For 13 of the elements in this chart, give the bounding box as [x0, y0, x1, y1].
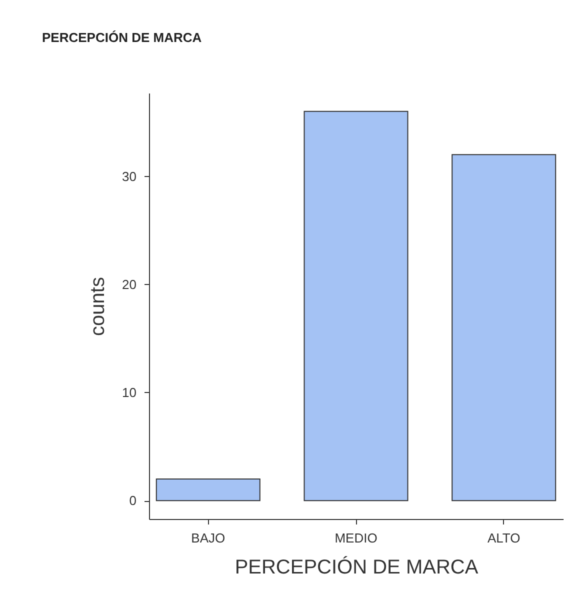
bar [156, 478, 260, 502]
y-axis-title: counts [87, 277, 110, 336]
y-tick-label: 10 [122, 384, 136, 400]
x-axis-title: PERCEPCIÓN DE MARCA [234, 556, 479, 578]
x-tick-label: ALTO [487, 530, 520, 546]
bar [304, 110, 408, 502]
x-tick-label: BAJO [191, 530, 226, 546]
y-tick-label: 30 [122, 168, 136, 184]
bar [452, 154, 556, 502]
x-tick-label: MEDIO [334, 530, 378, 546]
chart-title: PERCEPCIÓN DE MARCA [42, 30, 202, 45]
y-tick-label: 0 [129, 493, 136, 508]
y-tick-label: 20 [122, 276, 136, 292]
